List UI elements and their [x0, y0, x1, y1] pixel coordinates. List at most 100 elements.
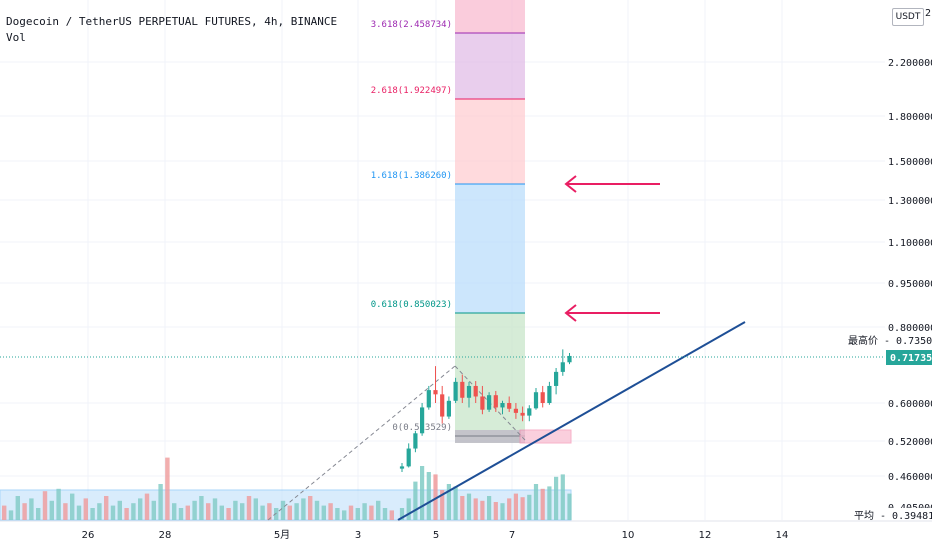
price-tick-label: 0.800000: [888, 323, 932, 334]
last-price-value: 0.717354: [890, 353, 932, 364]
volume-bar: [36, 508, 41, 520]
volume-bar: [420, 466, 425, 520]
candle-body: [466, 385, 472, 398]
volume-bar: [493, 502, 498, 520]
time-tick-label: 28: [159, 530, 172, 541]
volume-bar: [124, 508, 129, 520]
volume-bar: [335, 508, 340, 520]
volume-bar: [513, 493, 518, 520]
volume-bar: [554, 476, 559, 520]
volume-bar: [246, 496, 252, 520]
candle-body: [513, 408, 518, 413]
time-tick-label: 26: [82, 530, 95, 541]
price-tick-label: 2.200000: [888, 58, 932, 69]
symbol-title[interactable]: Dogecoin / TetherUS PERPETUAL FUTURES, 4…: [6, 15, 338, 28]
volume-bar: [440, 490, 445, 520]
time-tick-label: 3: [355, 530, 361, 541]
volume-bar: [15, 496, 20, 520]
candle-body: [493, 395, 498, 408]
volume-bar: [540, 488, 545, 520]
volume-bar: [399, 508, 405, 520]
time-tick-label: 5月: [274, 529, 290, 541]
volume-bar: [206, 503, 211, 520]
candles: [399, 349, 572, 473]
volume-bar: [362, 503, 367, 520]
trendline: [397, 321, 746, 521]
volume-bar: [274, 508, 279, 520]
candle-body: [500, 403, 505, 408]
volume-bar: [70, 493, 75, 520]
candle-body: [507, 403, 512, 409]
volume-bar: [76, 505, 82, 520]
volume-bar: [382, 508, 388, 520]
candle-body: [399, 466, 405, 469]
price-axis[interactable]: 2.200000 1.800000 1.500000 1.300000 1.100000…: [846, 58, 932, 522]
volume-bar: [2, 505, 7, 520]
fib-zone: [455, 184, 525, 313]
price-tick-label: 0.600000: [888, 399, 932, 410]
volume-bar: [460, 496, 465, 520]
time-axis[interactable]: 26 28 5月 3 5 7 10 12 14: [0, 520, 932, 541]
price-tick-label: 0.950000: [888, 279, 932, 290]
candle-body: [473, 385, 478, 397]
time-tick-label: 14: [776, 530, 789, 541]
price-scale-top-partial: 2: [925, 8, 932, 19]
volume-bar: [151, 500, 156, 520]
fib-anchor-line: [267, 365, 456, 521]
volume-bar: [240, 503, 245, 520]
time-tick-label: 5: [433, 530, 439, 541]
candle-body: [420, 407, 425, 434]
volume-bar: [42, 491, 48, 520]
volume-bar: [321, 505, 326, 520]
volume-bar: [567, 493, 572, 520]
volume-bar: [131, 503, 136, 520]
last-price-badge: [886, 350, 932, 365]
volume-bar: [413, 481, 418, 520]
volume-bar: [280, 500, 286, 520]
chart-header: Dogecoin / TetherUS PERPETUAL FUTURES, 4…: [6, 14, 337, 46]
volume-bar: [63, 503, 68, 520]
candle-body: [433, 390, 438, 395]
fib-zone: [455, 313, 525, 430]
volume-bar: [110, 505, 116, 520]
candle-body: [520, 412, 525, 416]
volume-bar: [178, 508, 184, 520]
fib-zone: [455, 33, 525, 99]
volume-bar: [287, 505, 292, 520]
time-tick-label: 7: [509, 530, 515, 541]
volume-bar: [328, 503, 333, 520]
volume-bar: [144, 493, 150, 520]
volume-bar: [172, 503, 177, 520]
drawings[interactable]: [0, 175, 885, 521]
volume-bar: [97, 503, 102, 520]
candle-body: [533, 392, 539, 409]
volume-bar: [226, 508, 231, 520]
volume-indicator-label[interactable]: Vol: [6, 31, 26, 44]
volume-bar: [192, 500, 197, 520]
candle-body: [554, 371, 559, 386]
volume-bar: [446, 484, 451, 520]
fib-level-label: 3.618(2.458734): [371, 20, 452, 30]
volume-bar: [527, 494, 532, 520]
price-tick-label: 1.300000: [888, 196, 932, 207]
fib-level-label: 0.618(0.850023): [371, 300, 452, 310]
fib-extension-zones[interactable]: 3.618(2.458734) 2.618(1.922497) 1.618(1.38…: [371, 0, 572, 444]
volume-bar: [369, 505, 374, 520]
candle-body: [426, 390, 431, 408]
candle-body: [406, 448, 411, 467]
volume-bar: [406, 498, 411, 520]
volume-bar: [253, 498, 258, 520]
candle-body: [527, 408, 532, 416]
high-price-bg: [846, 333, 928, 347]
volume-bar: [185, 505, 190, 520]
candle-body: [547, 385, 552, 403]
price-tick-label: 1.800000: [888, 112, 932, 123]
volume-bar: [376, 500, 381, 520]
candle-body: [453, 381, 458, 401]
currency-unit-badge[interactable]: USDT: [892, 8, 924, 26]
candle-body: [480, 396, 485, 410]
candle-body: [460, 381, 465, 398]
candle-body: [567, 355, 572, 363]
volume-bar: [547, 486, 552, 520]
